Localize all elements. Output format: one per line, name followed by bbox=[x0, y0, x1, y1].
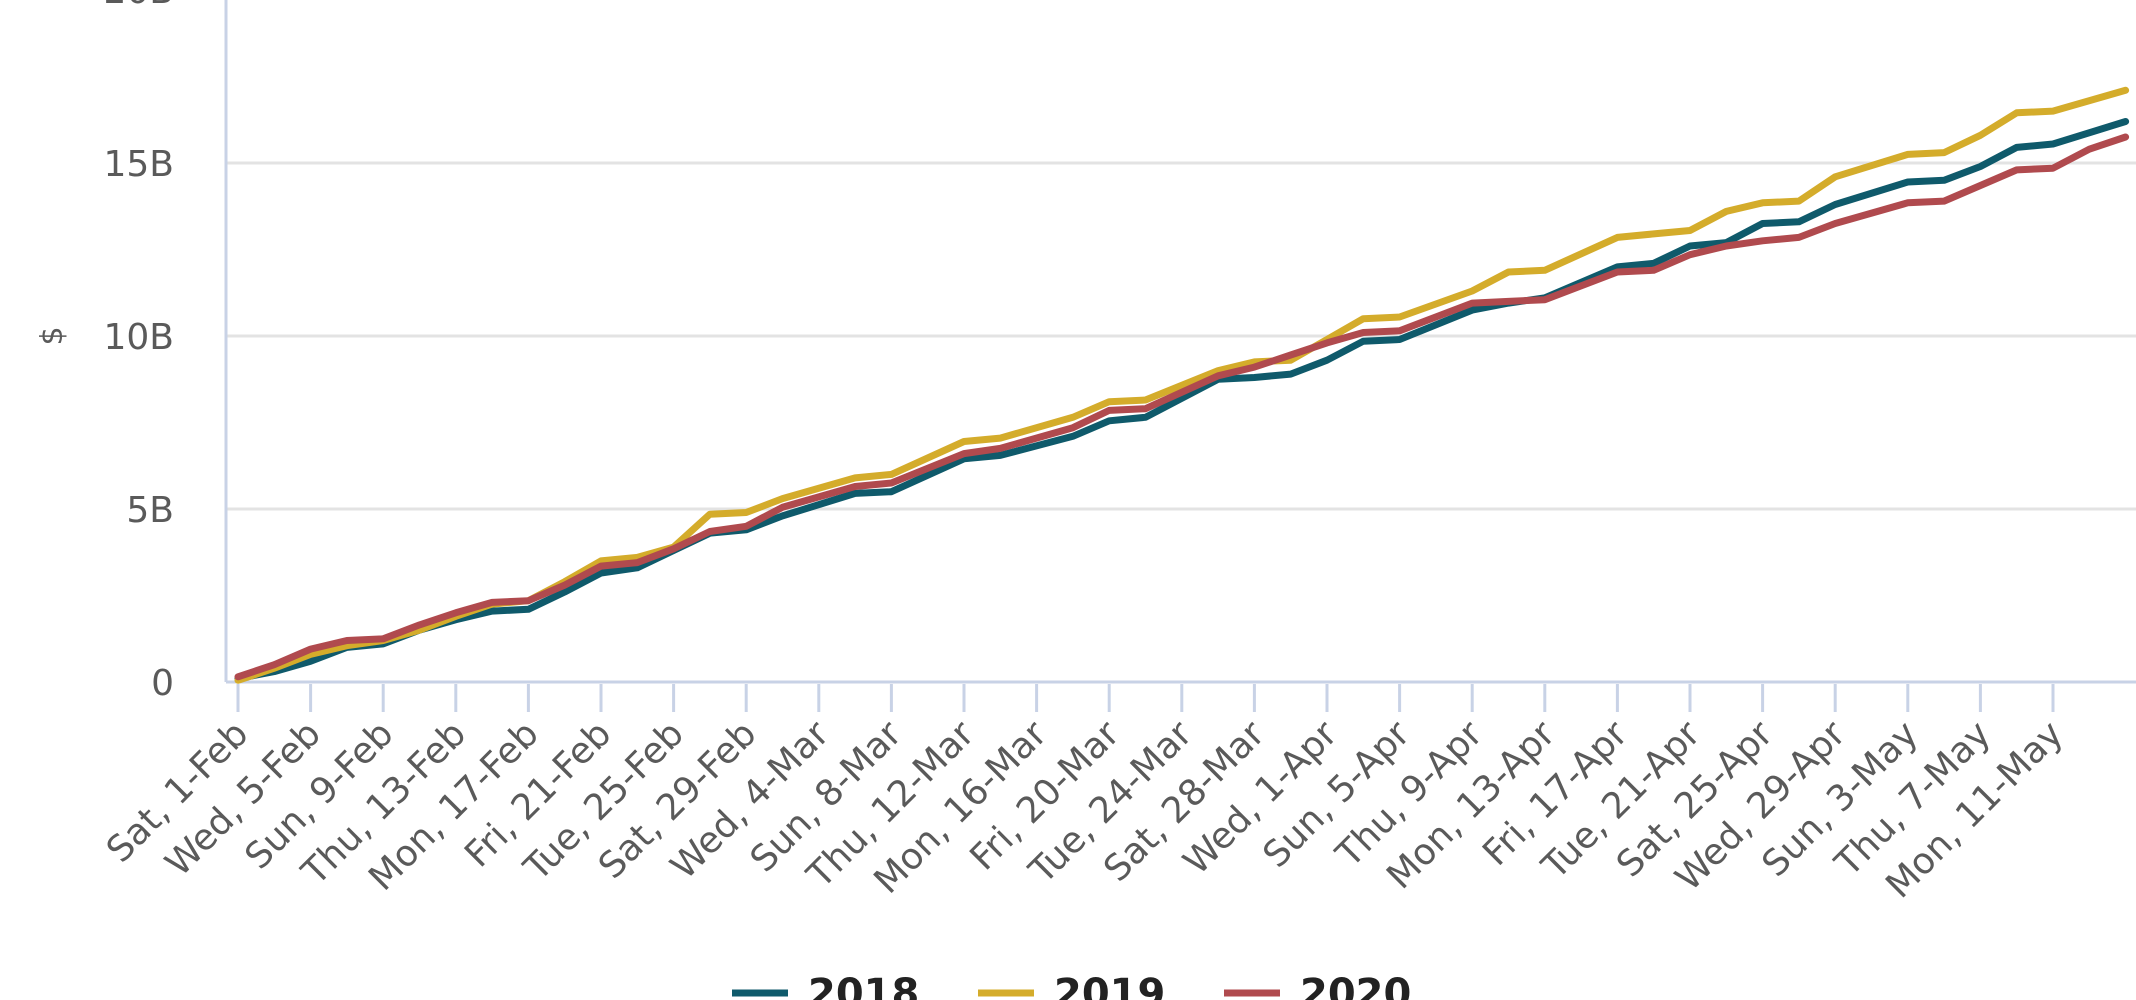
grid-lines bbox=[226, 161, 2136, 511]
y-tick-label: 15B bbox=[103, 144, 174, 185]
y-tick-label: 5B bbox=[126, 490, 174, 531]
y-tick-label: 20B bbox=[103, 0, 174, 12]
series-line-2020 bbox=[234, 133, 2130, 681]
axes bbox=[224, 0, 2136, 684]
legend-label-2018: 2018 bbox=[808, 971, 919, 1000]
series-line-2019 bbox=[234, 86, 2130, 684]
legend-label-2019: 2019 bbox=[1054, 971, 1165, 1000]
legend-label-2020: 2020 bbox=[1300, 971, 1411, 1000]
y-tick-label: 10B bbox=[103, 317, 174, 358]
y-tick-labels: 0 5B 10B 15B 20B bbox=[103, 0, 174, 704]
y-tick-label: 0 bbox=[151, 663, 174, 704]
series-lines bbox=[234, 86, 2130, 684]
y-axis-label: $ bbox=[35, 326, 70, 345]
series-line-2018 bbox=[234, 118, 2130, 682]
legend: 2018 2019 2020 bbox=[732, 971, 1411, 1000]
